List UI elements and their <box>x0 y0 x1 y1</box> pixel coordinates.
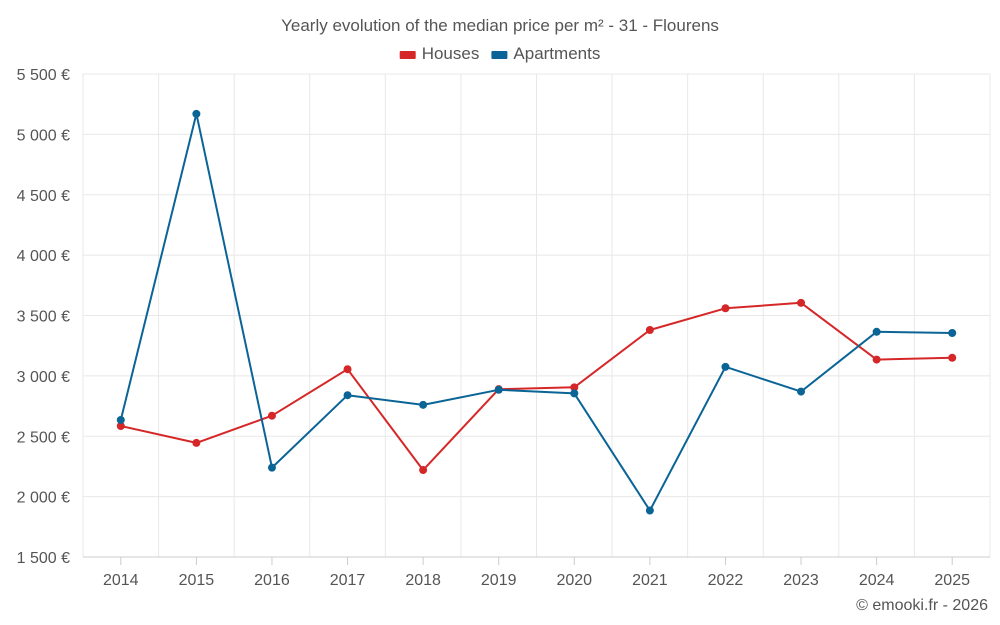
x-tick-label: 2022 <box>708 572 744 589</box>
y-tick-label: 2 500 € <box>17 429 70 446</box>
x-tick-label: 2021 <box>632 572 668 589</box>
data-point-houses[interactable] <box>797 298 806 307</box>
legend: Houses Apartments <box>399 44 600 63</box>
y-tick-label: 5 500 € <box>17 67 70 84</box>
data-point-houses[interactable] <box>192 438 201 447</box>
data-point-houses[interactable] <box>721 304 730 313</box>
legend-label: Houses <box>422 44 480 63</box>
data-point-apartments[interactable] <box>343 391 352 400</box>
y-tick-label: 3 500 € <box>17 309 70 326</box>
data-point-apartments[interactable] <box>116 415 125 424</box>
x-tick-label: 2023 <box>783 572 819 589</box>
legend-swatch <box>399 51 416 59</box>
data-point-apartments[interactable] <box>494 385 503 394</box>
x-tick-label: 2016 <box>254 572 290 589</box>
x-tick-label: 2025 <box>934 572 970 589</box>
y-tick-label: 3 000 € <box>17 369 70 386</box>
legend-swatch <box>491 51 508 59</box>
data-point-apartments[interactable] <box>645 506 654 515</box>
data-point-apartments[interactable] <box>948 329 957 338</box>
x-tick-label: 2018 <box>405 572 441 589</box>
legend-item-houses[interactable]: Houses <box>399 44 480 63</box>
data-point-apartments[interactable] <box>570 389 579 398</box>
data-point-apartments[interactable] <box>872 327 881 336</box>
data-point-houses[interactable] <box>948 353 957 362</box>
data-point-houses[interactable] <box>645 325 654 334</box>
data-point-houses[interactable] <box>570 383 579 392</box>
y-tick-label: 5 000 € <box>17 127 70 144</box>
y-tick-label: 2 000 € <box>17 490 70 507</box>
data-point-houses[interactable] <box>343 365 352 374</box>
y-tick-label: 4 500 € <box>17 188 70 205</box>
data-point-apartments[interactable] <box>192 109 201 118</box>
legend-label: Apartments <box>513 44 600 63</box>
credit: © emooki.fr - 2026 <box>856 597 988 614</box>
data-point-houses[interactable] <box>419 466 428 475</box>
grid <box>82 73 991 558</box>
legend-item-apartments[interactable]: Apartments <box>491 44 600 63</box>
data-point-apartments[interactable] <box>419 400 428 409</box>
data-point-houses[interactable] <box>267 411 276 420</box>
data-point-apartments[interactable] <box>721 362 730 371</box>
x-tick-label: 2019 <box>481 572 517 589</box>
data-point-apartments[interactable] <box>797 387 806 396</box>
series-line-apartments <box>119 112 953 512</box>
data-point-houses[interactable] <box>116 421 125 430</box>
data-point-apartments[interactable] <box>267 463 276 472</box>
x-tick-label: 2014 <box>103 572 139 589</box>
data-point-houses[interactable] <box>872 355 881 364</box>
x-tick-label: 2024 <box>859 572 895 589</box>
x-tick-label: 2015 <box>179 572 215 589</box>
y-tick-label: 4 000 € <box>17 248 70 265</box>
series-layer <box>116 109 957 515</box>
y-tick-label: 1 500 € <box>17 550 70 567</box>
x-tick-label: 2017 <box>330 572 366 589</box>
series-line-houses <box>120 301 953 472</box>
y-axis: 1 500 € 2 000 € 2 500 € 3 000 € 3 500 € 4 000… <box>17 67 70 567</box>
x-tick-label: 2020 <box>556 572 592 589</box>
x-axis: 2014 2015 2016 2017 2018 2019 2020 2021 2022 2023… <box>83 556 990 589</box>
chart-title: Yearly evolution of the median price per… <box>281 16 719 35</box>
